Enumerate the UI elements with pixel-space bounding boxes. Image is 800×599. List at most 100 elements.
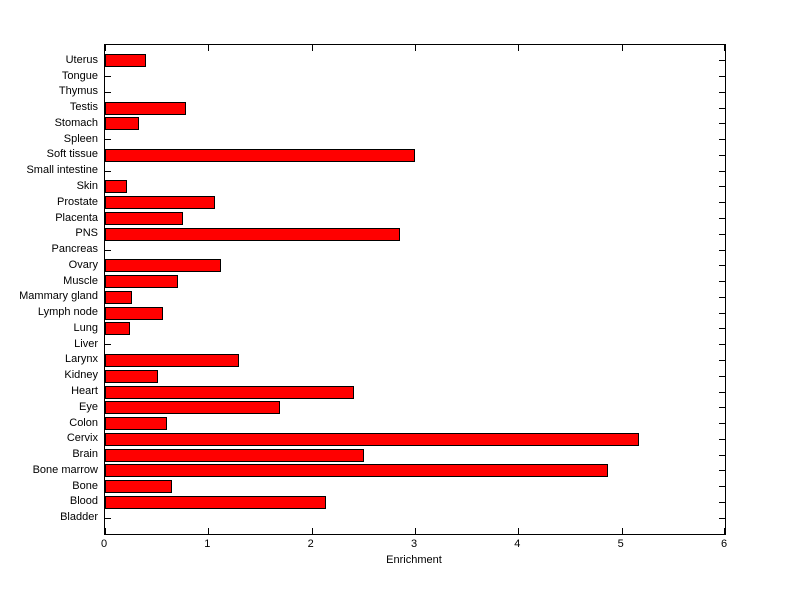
- y-tick: [105, 344, 111, 346]
- bar: [105, 117, 139, 130]
- y-tick: [719, 423, 725, 425]
- y-tick-label: Kidney: [64, 369, 98, 381]
- bar: [105, 370, 158, 383]
- y-tick: [719, 359, 725, 361]
- y-tick: [719, 170, 725, 172]
- x-tick-label: 5: [617, 538, 624, 550]
- y-tick-label: Small intestine: [26, 164, 98, 176]
- bar: [105, 228, 400, 241]
- y-tick-label: Uterus: [65, 54, 98, 66]
- y-tick-label: Prostate: [57, 196, 98, 208]
- x-tick-label: 1: [204, 538, 211, 550]
- x-tick: [724, 528, 725, 534]
- y-tick: [105, 170, 111, 172]
- x-tick: [208, 528, 210, 534]
- y-tick-label: Lung: [73, 322, 98, 334]
- y-tick-label: Tongue: [61, 70, 98, 82]
- bar: [105, 212, 183, 225]
- y-tick-label: Bone marrow: [32, 464, 98, 476]
- x-tick: [621, 528, 623, 534]
- y-tick: [719, 407, 725, 409]
- bar: [105, 354, 239, 367]
- x-tick: [415, 528, 416, 534]
- y-tick: [105, 517, 111, 519]
- bar: [105, 54, 146, 67]
- y-tick-label: Spleen: [63, 133, 98, 145]
- y-tick: [719, 76, 725, 78]
- y-tick-label: Testis: [69, 101, 98, 113]
- bar: [105, 259, 221, 272]
- y-tick-label: Heart: [71, 385, 98, 397]
- y-tick: [719, 123, 725, 125]
- x-tick: [105, 528, 106, 534]
- y-tick-label: Placenta: [55, 212, 98, 224]
- x-tick-label: 4: [514, 538, 521, 550]
- y-tick: [719, 344, 725, 346]
- y-tick: [719, 249, 725, 251]
- y-tick-label: Muscle: [63, 275, 98, 287]
- y-tick: [105, 139, 111, 141]
- y-tick: [719, 375, 725, 377]
- y-tick-label: Liver: [74, 338, 98, 350]
- x-tick: [208, 45, 210, 51]
- y-tick: [719, 91, 725, 93]
- y-tick: [719, 60, 725, 62]
- y-tick-label: Blood: [69, 495, 98, 507]
- bar: [105, 102, 186, 115]
- bar: [105, 322, 130, 335]
- y-tick-label: Mammary gland: [19, 290, 98, 302]
- y-tick: [105, 76, 111, 78]
- bar: [105, 307, 163, 320]
- bar: [105, 180, 127, 193]
- x-tick: [518, 528, 520, 534]
- y-tick-label: Thymus: [58, 85, 98, 97]
- y-tick-label: Stomach: [54, 117, 98, 129]
- y-tick: [719, 218, 725, 220]
- y-tick-label: Bladder: [60, 511, 98, 523]
- y-tick: [719, 186, 725, 188]
- x-tick-label: 2: [307, 538, 314, 550]
- x-axis-title: Enrichment: [386, 554, 442, 566]
- x-tick: [621, 45, 623, 51]
- y-tick: [719, 391, 725, 393]
- y-tick: [719, 202, 725, 204]
- y-tick-label: Ovary: [68, 259, 98, 271]
- x-tick-label: 0: [100, 538, 108, 550]
- y-tick-label: Pancreas: [51, 243, 98, 255]
- y-tick-label: Colon: [69, 417, 98, 429]
- y-tick-label: Bone: [72, 480, 98, 492]
- bar: [105, 464, 608, 477]
- x-tick-label: 6: [720, 538, 728, 550]
- x-tick: [724, 45, 725, 51]
- x-tick-label: 3: [410, 538, 418, 550]
- y-tick-label: PNS: [75, 227, 98, 239]
- y-tick: [719, 501, 725, 503]
- bar: [105, 417, 167, 430]
- y-tick: [719, 312, 725, 314]
- y-tick: [719, 107, 725, 109]
- y-tick: [719, 154, 725, 156]
- bar: [105, 496, 326, 509]
- y-tick: [719, 328, 725, 330]
- bar: [105, 275, 178, 288]
- bar: [105, 196, 215, 209]
- bar: [105, 401, 280, 414]
- y-tick: [105, 91, 111, 93]
- x-tick: [311, 528, 313, 534]
- y-tick: [719, 281, 725, 283]
- y-tick-label: Soft tissue: [46, 148, 98, 160]
- bar: [105, 386, 354, 399]
- y-tick-label: Larynx: [64, 353, 98, 365]
- y-tick: [719, 139, 725, 141]
- bar: [105, 291, 132, 304]
- x-tick: [311, 45, 313, 51]
- bar: [105, 449, 364, 462]
- bar: [105, 480, 172, 493]
- y-tick: [719, 486, 725, 488]
- y-tick-label: Lymph node: [37, 306, 98, 318]
- bar: [105, 149, 415, 162]
- y-tick: [719, 265, 725, 267]
- y-tick-label: Skin: [76, 180, 98, 192]
- y-tick: [719, 517, 725, 519]
